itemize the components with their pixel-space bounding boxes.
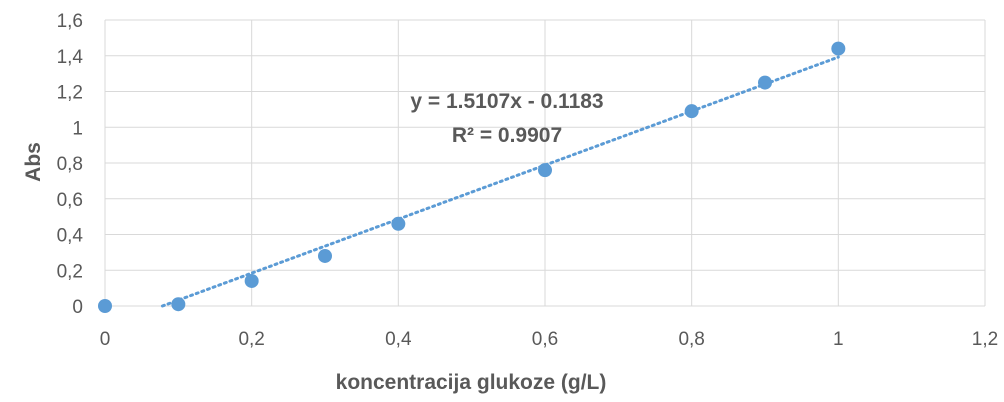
trendline-equation: y = 1.5107x - 0.1183: [410, 90, 603, 113]
x-tick-label: 0,2: [238, 329, 264, 350]
y-tick-label: 0,4: [57, 226, 84, 247]
y-tick-label: 0,2: [57, 261, 83, 282]
trendline: [160, 55, 840, 308]
y-tick-label: 1,6: [57, 11, 83, 32]
y-tick-label: 1: [72, 118, 83, 139]
x-tick-label: 0: [100, 329, 111, 350]
data-point: [538, 163, 552, 178]
x-tick-label: 0,6: [532, 329, 558, 350]
y-tick-label: 0: [72, 297, 83, 318]
data-point: [831, 41, 846, 56]
data-point: [391, 216, 406, 231]
grid: [104, 19, 986, 307]
x-tick-label: 1,2: [972, 329, 998, 350]
data-point: [244, 273, 259, 288]
data-points: [98, 41, 846, 313]
y-tick-label: 0,6: [57, 190, 83, 211]
data-point: [318, 248, 332, 263]
trendline-layer: [160, 55, 840, 308]
data-point: [758, 75, 772, 90]
y-axis-title: Abs: [22, 142, 45, 182]
y-tick-label: 1,2: [57, 83, 83, 104]
data-point: [171, 297, 186, 312]
y-tick-label: 1,4: [57, 47, 84, 68]
tick-labels: 0 0,2 0,4 0,6 0,8 1 1,2 1,4 1,6 0 0,2 0,4 0,6 0,8 1 1,2: [57, 11, 999, 350]
x-tick-label: 0,4: [385, 329, 412, 350]
y-tick-label: 0,8: [57, 154, 83, 175]
x-tick-label: 1: [833, 329, 844, 350]
data-point: [98, 299, 112, 313]
x-axis-title: koncentracija glukoze (g/L): [336, 371, 607, 394]
trendline-r-squared: R² = 0.9907: [452, 124, 562, 147]
x-tick-label: 0,8: [678, 329, 704, 350]
data-point: [684, 104, 699, 119]
